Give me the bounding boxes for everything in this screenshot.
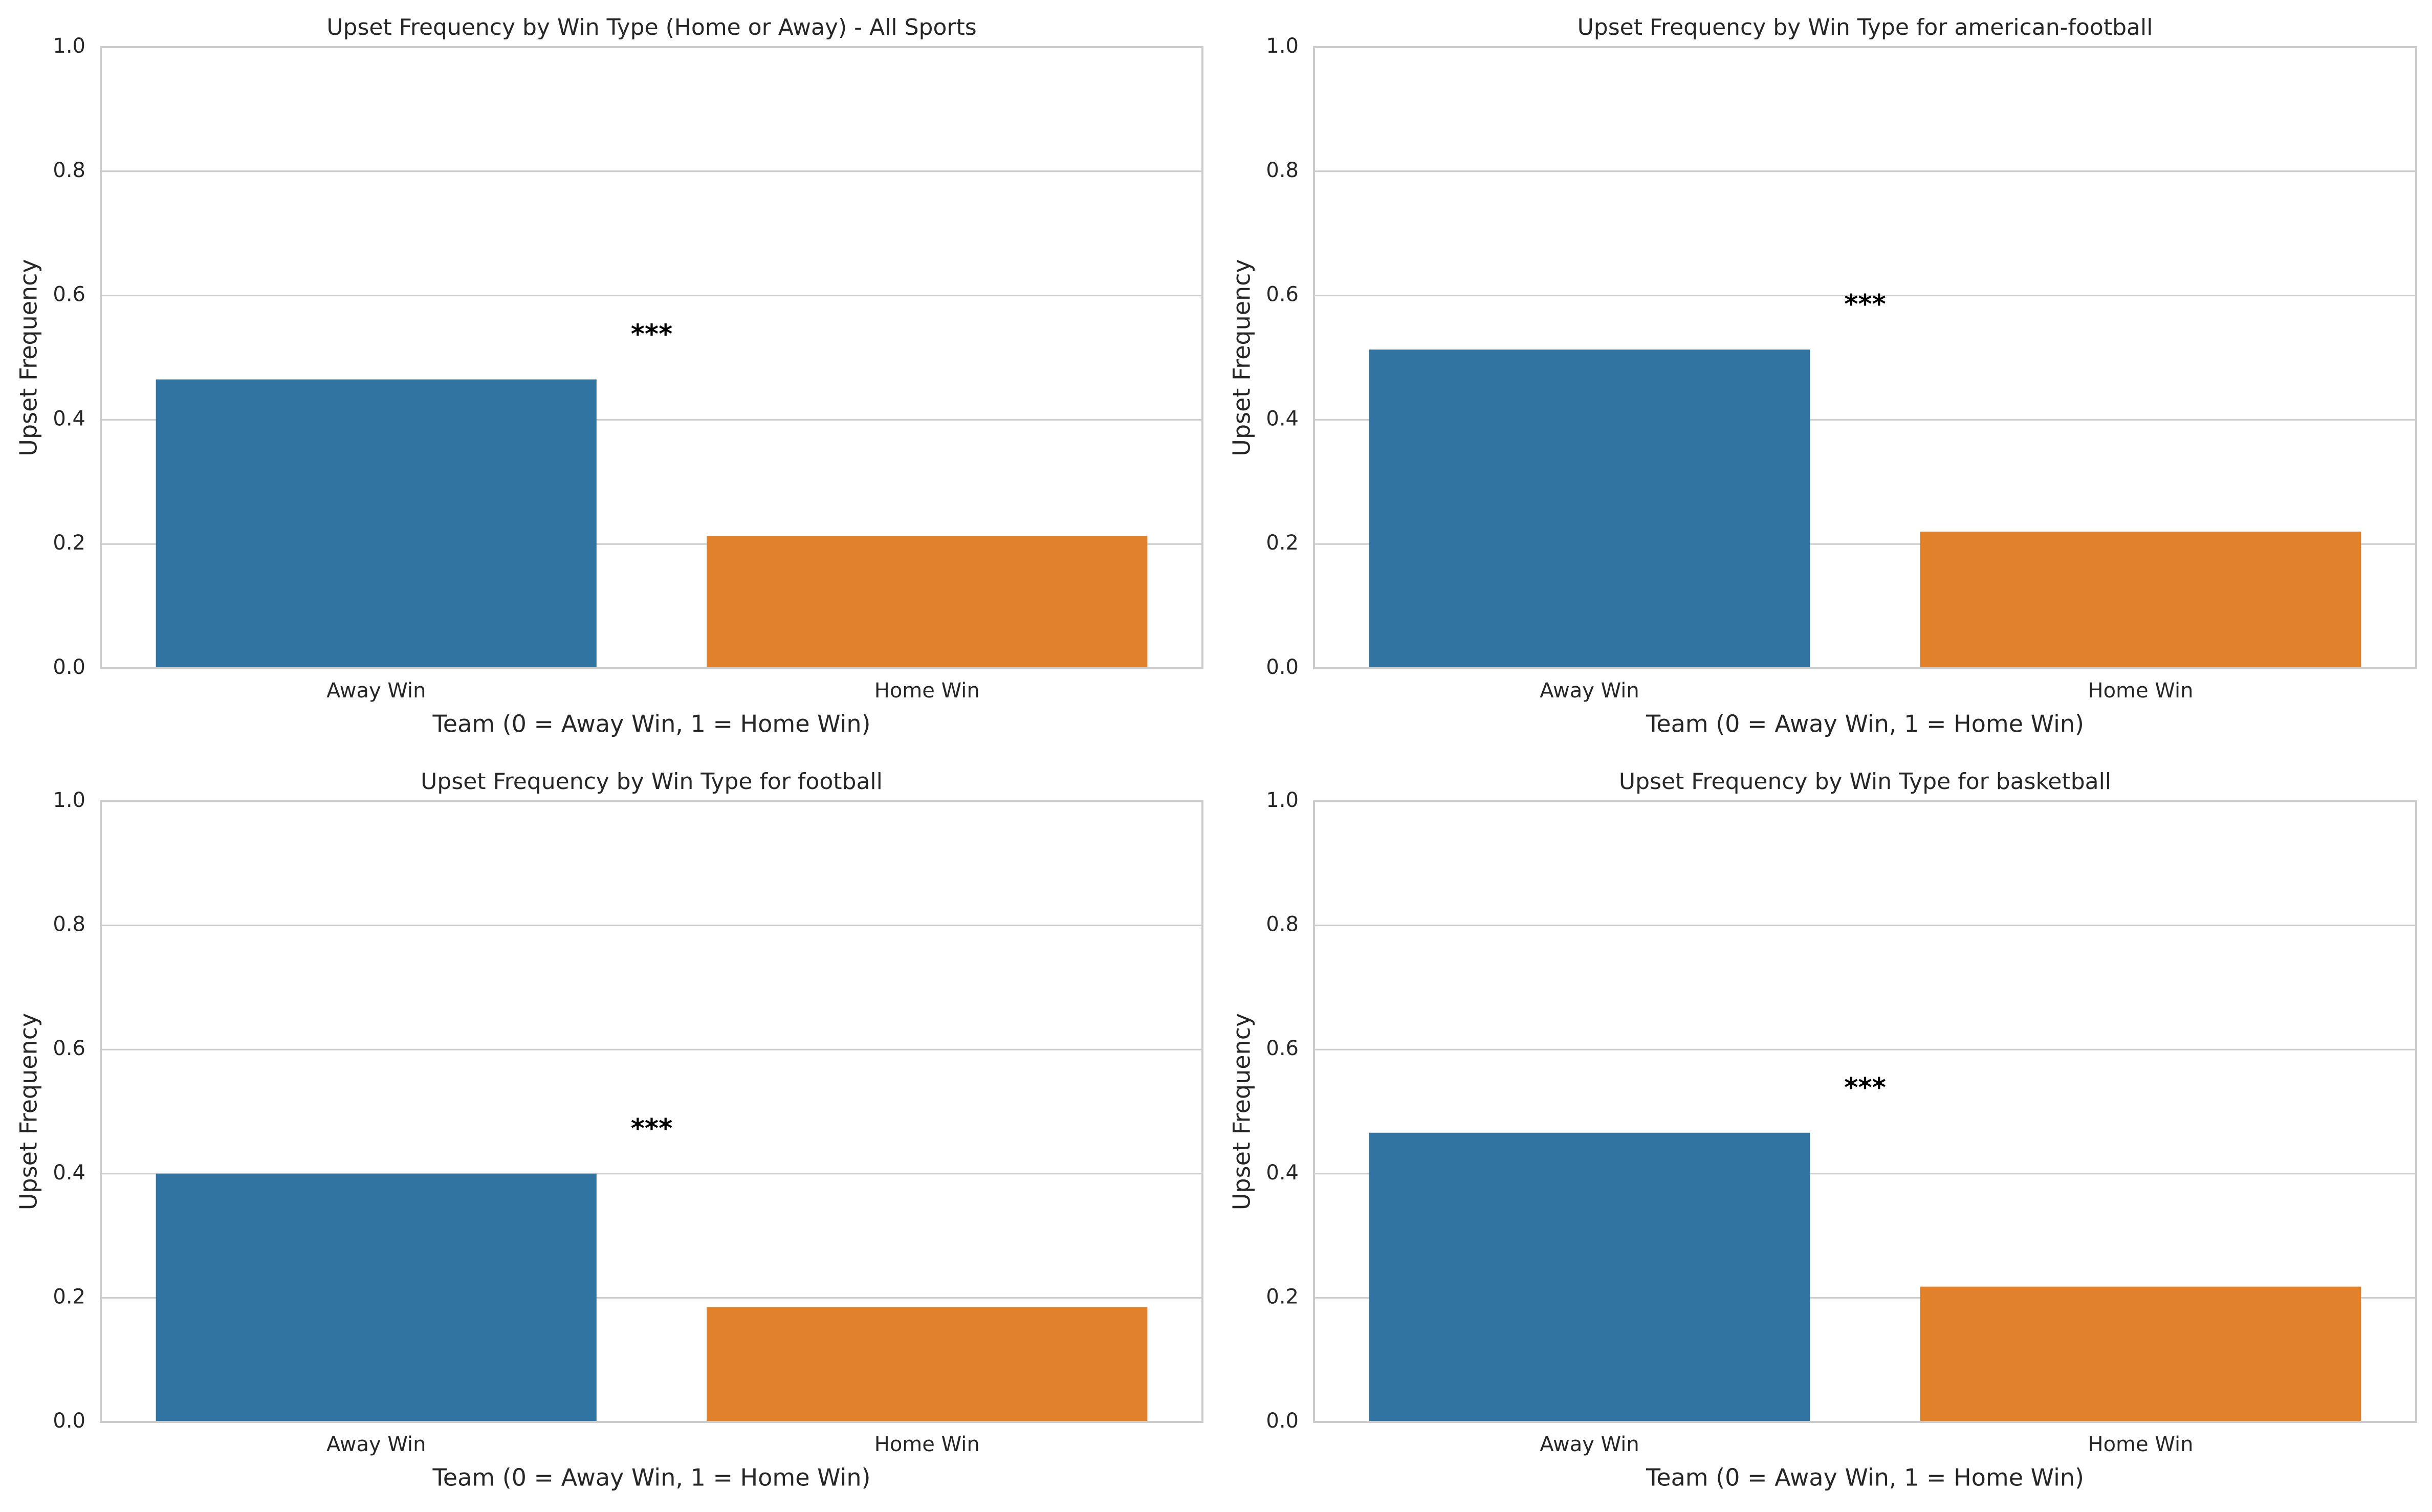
plot-frame — [100, 46, 1203, 669]
y-tick-label: 0.8 — [1266, 159, 1299, 182]
y-tick-label: 0.2 — [1266, 1285, 1299, 1308]
y-tick-label: 0.6 — [1266, 1037, 1299, 1060]
x-axis-label: Team (0 = Away Win, 1 = Home Win) — [1646, 1463, 2084, 1491]
y-tick-label: 0.8 — [53, 159, 85, 182]
y-tick-label: 1.0 — [1266, 34, 1299, 58]
y-tick-label: 0.4 — [53, 1161, 85, 1185]
y-axis-label: Upset Frequency — [15, 1013, 42, 1210]
y-tick-label: 1.0 — [1266, 788, 1299, 812]
bar-home-win — [707, 1307, 1148, 1422]
x-tick-label: Home Win — [874, 679, 980, 703]
x-tick-label: Away Win — [326, 1433, 426, 1456]
y-tick-label: 0.0 — [53, 1409, 85, 1433]
plot-frame — [1313, 800, 2417, 1423]
bar-away-win — [1369, 349, 1810, 668]
x-axis-label: Team (0 = Away Win, 1 = Home Win) — [432, 1463, 871, 1491]
chart-panel-4: 0.0 0.2 0.4 0.6 0.8 1.0 Away Win Home Win Upset … — [1228, 769, 2417, 1491]
x-tick-label: Home Win — [2088, 1433, 2194, 1456]
y-tick-label: 0.6 — [1266, 283, 1299, 306]
y-axis-label: Upset Frequency — [15, 259, 42, 456]
y-axis-label: Upset Frequency — [1228, 259, 1256, 456]
x-tick-label: Home Win — [874, 1433, 980, 1456]
x-tick-label: Away Win — [326, 679, 426, 703]
x-axis-label: Team (0 = Away Win, 1 = Home Win) — [432, 710, 871, 737]
bar-away-win — [156, 1173, 597, 1422]
x-tick-label: Away Win — [1540, 679, 1639, 703]
y-tick-label: 0.2 — [53, 1285, 85, 1308]
plot-frame — [1313, 46, 2417, 669]
y-tick-label: 1.0 — [53, 34, 85, 58]
significance-marker: *** — [1844, 1072, 1886, 1103]
y-tick-label: 0.2 — [1266, 531, 1299, 555]
y-tick-label: 0.0 — [1266, 655, 1299, 679]
significance-marker: *** — [1844, 289, 1886, 320]
x-tick-label: Home Win — [2088, 679, 2194, 703]
y-tick-label: 0.0 — [53, 655, 85, 679]
y-tick-label: 0.8 — [53, 913, 85, 936]
significance-marker: *** — [631, 1113, 673, 1144]
bar-home-win — [1920, 531, 2361, 668]
y-tick-label: 0.4 — [1266, 407, 1299, 430]
y-tick-label: 0.0 — [1266, 1409, 1299, 1433]
bar-home-win — [1920, 1286, 2361, 1422]
chart-title: Upset Frequency by Win Type for football — [421, 769, 883, 795]
chart-panel-1: 0.0 0.2 0.4 0.6 0.8 1.0 Away Win Home Win Upset … — [15, 14, 1203, 737]
bar-away-win — [156, 379, 597, 668]
chart-panel-3: 0.0 0.2 0.4 0.6 0.8 1.0 Away Win Home Win Upset … — [15, 769, 1203, 1491]
chart-title: Upset Frequency by Win Type for american… — [1577, 14, 2153, 40]
y-tick-label: 0.8 — [1266, 913, 1299, 936]
y-tick-label: 0.4 — [53, 407, 85, 430]
significance-marker: *** — [631, 319, 673, 350]
x-axis-label: Team (0 = Away Win, 1 = Home Win) — [1646, 710, 2084, 737]
chart-panel-2: 0.0 0.2 0.4 0.6 0.8 1.0 Away Win Home Win Upset … — [1228, 14, 2417, 737]
chart-title: Upset Frequency by Win Type for basketba… — [1619, 769, 2111, 795]
y-axis-label: Upset Frequency — [1228, 1013, 1256, 1210]
y-tick-label: 0.6 — [53, 1037, 85, 1060]
plot-frame — [100, 800, 1203, 1423]
y-tick-label: 0.6 — [53, 283, 85, 306]
y-tick-label: 0.2 — [53, 531, 85, 555]
chart-title: Upset Frequency by Win Type (Home or Awa… — [326, 14, 976, 40]
bar-home-win — [707, 536, 1148, 668]
x-tick-label: Away Win — [1540, 1433, 1639, 1456]
y-tick-label: 1.0 — [53, 788, 85, 812]
bar-away-win — [1369, 1132, 1810, 1422]
y-tick-label: 0.4 — [1266, 1161, 1299, 1185]
